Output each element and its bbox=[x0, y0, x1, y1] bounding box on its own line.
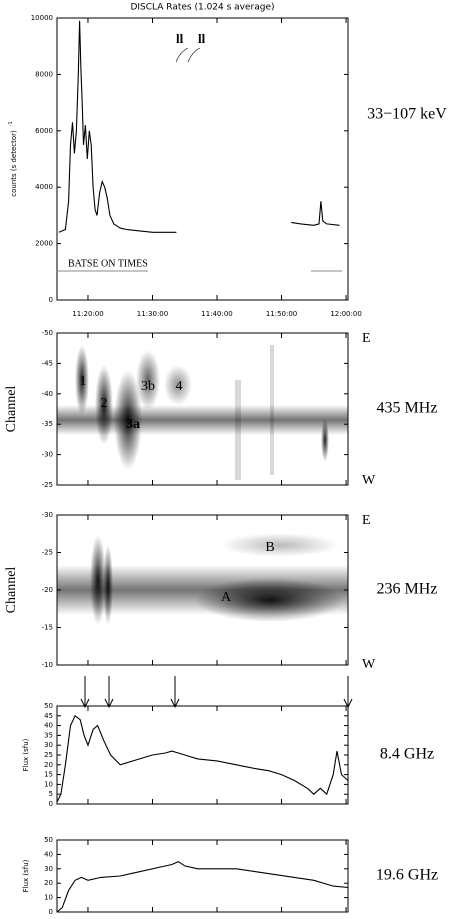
arrows bbox=[80, 676, 353, 709]
y-tick-label: -10 bbox=[42, 661, 53, 669]
region-label: B bbox=[265, 540, 274, 555]
y-tick-label: -25 bbox=[42, 481, 53, 489]
arc bbox=[187, 47, 201, 63]
band-label: 8.4 GHz bbox=[380, 746, 434, 763]
annotation: BATSE ON TIMES bbox=[68, 258, 148, 269]
y-tick-label: -30 bbox=[42, 451, 53, 459]
y-tick-label: 5 bbox=[49, 790, 53, 798]
y-axis-label: Flux (sfu) bbox=[22, 738, 30, 771]
y-tick-label: 35 bbox=[44, 731, 53, 739]
y-tick-label: 2000 bbox=[35, 240, 53, 248]
region-label: 3a bbox=[126, 417, 140, 432]
y-tick-label: -15 bbox=[42, 624, 53, 632]
y-tick-label: 0 bbox=[49, 800, 53, 808]
y-axis-label: Channel bbox=[4, 386, 19, 433]
y-tick-label: 8000 bbox=[35, 70, 53, 78]
region-label: 1 bbox=[80, 374, 87, 389]
plot-frame bbox=[56, 17, 349, 301]
band-label: 236 MHz bbox=[377, 581, 438, 598]
plot-frame bbox=[56, 705, 349, 805]
bottom-label: W bbox=[362, 473, 376, 488]
y-tick-label: -40 bbox=[42, 390, 53, 398]
y-axis-label: Flux (sfu) bbox=[22, 859, 30, 892]
y-tick-label: 30 bbox=[44, 741, 53, 749]
data-line bbox=[56, 860, 349, 913]
y-tick-label: 25 bbox=[44, 751, 53, 759]
y-tick-label: 45 bbox=[44, 712, 53, 720]
y-tick-label: 6000 bbox=[35, 127, 53, 135]
chart-title: DISCLA Rates (1.024 s average) bbox=[130, 3, 274, 13]
y-axis-label-text: Flux (sfu) bbox=[22, 859, 30, 892]
plot-frame bbox=[56, 839, 349, 913]
y-axis-label-text: counts (s detector) bbox=[10, 130, 18, 197]
y-tick-label: 40 bbox=[44, 850, 53, 858]
y-tick-label: 40 bbox=[44, 722, 53, 730]
y-tick-label: 20 bbox=[44, 761, 53, 769]
y-tick-label: -35 bbox=[42, 420, 53, 428]
band-label: 33−107 keV bbox=[367, 106, 447, 123]
x-tick-label: 11:30:00 bbox=[137, 310, 168, 318]
y-tick-label: 4000 bbox=[35, 183, 53, 191]
region-label: A bbox=[221, 590, 232, 605]
x-tick-label: 11:50:00 bbox=[266, 310, 297, 318]
x-tick-label: 11:40:00 bbox=[201, 310, 232, 318]
data-line bbox=[58, 20, 340, 233]
top-label: E bbox=[362, 513, 371, 528]
y-tick-label: 50 bbox=[44, 836, 53, 844]
y-axis-label: counts (s detector) -1 bbox=[8, 121, 19, 197]
plot-frame bbox=[56, 332, 349, 486]
y-tick-label: 50 bbox=[44, 702, 53, 710]
y-tick-label: 20 bbox=[44, 879, 53, 887]
y-tick-label: -30 bbox=[42, 511, 53, 519]
y-tick-label: 15 bbox=[44, 771, 53, 779]
y-axis-label: Channel bbox=[4, 567, 19, 614]
y-axis-label-text: Flux (sfu) bbox=[22, 738, 30, 771]
data-line bbox=[56, 714, 349, 803]
y-tick-label: 30 bbox=[44, 865, 53, 873]
band-label: 19.6 GHz bbox=[376, 867, 438, 884]
y-tick-label: -50 bbox=[42, 329, 53, 337]
arc bbox=[175, 47, 189, 63]
y-tick-label: 10 bbox=[44, 894, 53, 902]
y-tick-label: -25 bbox=[42, 549, 53, 557]
x-tick-label: 11:20:00 bbox=[72, 310, 103, 318]
region-label: 4 bbox=[176, 379, 183, 394]
spectrogram-image-435 bbox=[57, 345, 348, 480]
region-label: 3b bbox=[141, 379, 155, 394]
spectrogram-image-236 bbox=[57, 533, 348, 625]
region-label: 2 bbox=[101, 396, 108, 411]
y-tick-label: 0 bbox=[49, 296, 53, 304]
y-tick-label: -20 bbox=[42, 586, 53, 594]
y-tick-label: 0 bbox=[49, 908, 53, 915]
top-label: E bbox=[362, 331, 371, 346]
y-tick-label: -45 bbox=[42, 359, 53, 367]
tick-mark-symbol: ll bbox=[198, 31, 206, 46]
bottom-label: W bbox=[362, 657, 376, 672]
y-axis-label-exponent: -1 bbox=[8, 121, 14, 126]
y-tick-label: 10 bbox=[44, 780, 53, 788]
tick-mark-symbol: ll bbox=[176, 31, 184, 46]
y-tick-label: 10000 bbox=[31, 14, 53, 22]
x-tick-label: 12:00:00 bbox=[330, 310, 361, 318]
band-label: 435 MHz bbox=[377, 400, 438, 417]
